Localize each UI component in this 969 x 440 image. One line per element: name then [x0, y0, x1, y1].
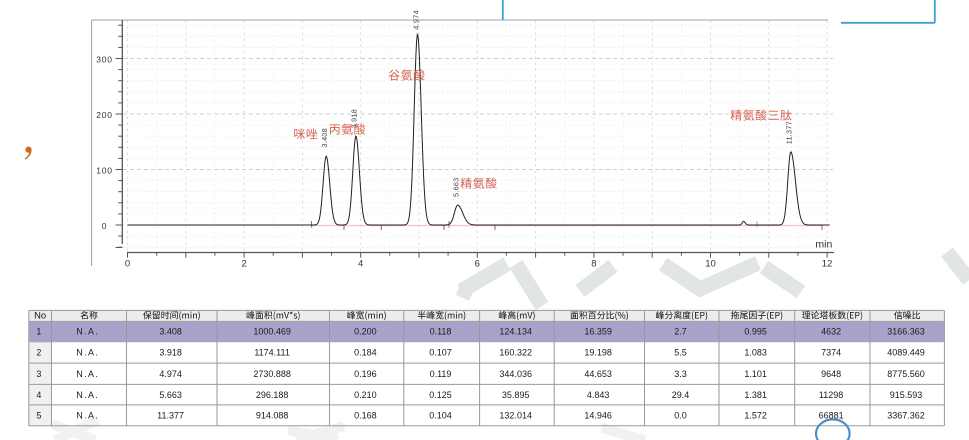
svg-text:1.083: 1.083	[744, 348, 767, 358]
svg-text:4.974: 4.974	[411, 10, 420, 30]
svg-text:132.014: 132.014	[499, 410, 532, 420]
svg-text:5.663: 5.663	[159, 390, 182, 400]
svg-text:160.322: 160.322	[499, 348, 532, 358]
svg-text:3166.363: 3166.363	[887, 327, 925, 337]
svg-text:0: 0	[102, 221, 108, 231]
svg-text:9648: 9648	[821, 369, 841, 379]
svg-text:0.995: 0.995	[744, 327, 767, 337]
svg-text:0.107: 0.107	[429, 348, 452, 358]
svg-text:No: No	[34, 310, 46, 321]
svg-text:0.210: 0.210	[354, 390, 377, 400]
svg-text:296.188: 296.188	[256, 390, 289, 400]
svg-text:124.134: 124.134	[499, 327, 532, 337]
svg-text:915.593: 915.593	[890, 390, 923, 400]
svg-text:4.974: 4.974	[159, 369, 182, 379]
svg-text:1174.111: 1174.111	[254, 348, 290, 358]
svg-text:1.101: 1.101	[744, 369, 767, 379]
svg-text:8775.560: 8775.560	[887, 369, 925, 379]
svg-text:N.A.: N.A.	[76, 327, 99, 337]
svg-text:0.125: 0.125	[429, 390, 452, 400]
svg-text:1: 1	[36, 327, 41, 337]
svg-text:0.196: 0.196	[354, 369, 377, 379]
svg-text:200: 200	[96, 110, 113, 120]
svg-text:3.918: 3.918	[350, 109, 359, 129]
svg-text:300: 300	[96, 54, 113, 64]
svg-text:2730.888: 2730.888	[253, 369, 291, 379]
svg-text:N.A.: N.A.	[76, 390, 99, 400]
svg-text:5.5: 5.5	[674, 348, 687, 358]
svg-text:0.104: 0.104	[429, 410, 452, 420]
svg-text:344.036: 344.036	[499, 369, 532, 379]
svg-text:11298: 11298	[819, 390, 843, 400]
svg-text:6: 6	[475, 259, 480, 270]
svg-text:0.118: 0.118	[430, 327, 452, 337]
svg-text:3.3: 3.3	[674, 369, 687, 379]
svg-text:29.4: 29.4	[672, 390, 690, 400]
svg-text:4.843: 4.843	[587, 390, 610, 400]
svg-text:1.381: 1.381	[744, 390, 767, 400]
svg-text:7374: 7374	[821, 348, 841, 358]
svg-text:0.184: 0.184	[354, 348, 377, 358]
svg-text:0.168: 0.168	[354, 410, 377, 420]
svg-text:914.088: 914.088	[256, 410, 289, 420]
svg-text:5.663: 5.663	[452, 178, 461, 198]
svg-text:0.119: 0.119	[430, 369, 452, 379]
svg-text:3.918: 3.918	[159, 348, 182, 358]
svg-text:N.A.: N.A.	[76, 410, 99, 420]
svg-text:3.408: 3.408	[320, 128, 329, 148]
svg-text:14.946: 14.946	[584, 410, 612, 420]
svg-text:11.377: 11.377	[157, 410, 184, 420]
svg-text:4632: 4632	[821, 327, 841, 337]
svg-text:8: 8	[591, 259, 596, 270]
svg-text:100: 100	[96, 165, 113, 175]
svg-text:5: 5	[36, 410, 41, 420]
svg-text:2: 2	[241, 259, 246, 270]
svg-text:66881: 66881	[819, 410, 844, 420]
svg-text:44.653: 44.653	[584, 369, 612, 379]
svg-text:N.A.: N.A.	[76, 348, 99, 358]
svg-text:1.572: 1.572	[744, 410, 767, 420]
svg-text:2.7: 2.7	[674, 327, 687, 337]
svg-text:N.A.: N.A.	[76, 369, 99, 379]
svg-text:3.408: 3.408	[159, 327, 182, 337]
svg-text:4: 4	[358, 259, 363, 270]
svg-text:16.359: 16.359	[584, 327, 612, 337]
svg-text:19.198: 19.198	[584, 348, 612, 358]
svg-text:3: 3	[36, 369, 41, 379]
svg-text:2: 2	[36, 348, 41, 358]
svg-text:11.377: 11.377	[785, 121, 794, 144]
svg-text:1000.469: 1000.469	[253, 327, 291, 337]
svg-text:0: 0	[125, 259, 130, 270]
svg-text:4089.449: 4089.449	[887, 348, 925, 358]
svg-text:0.0: 0.0	[674, 410, 687, 420]
svg-text:12: 12	[822, 259, 833, 270]
svg-text:4: 4	[36, 390, 41, 400]
svg-text:3367.362: 3367.362	[887, 410, 925, 420]
svg-text:0.200: 0.200	[354, 327, 377, 337]
svg-text:35.895: 35.895	[502, 390, 530, 400]
svg-text:min: min	[815, 238, 832, 250]
svg-text:10: 10	[705, 259, 716, 270]
